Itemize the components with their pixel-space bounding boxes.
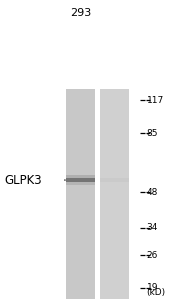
Text: 117: 117 xyxy=(147,96,164,105)
Text: 85: 85 xyxy=(147,129,158,138)
Bar xyxy=(66,89,95,299)
Text: (kD): (kD) xyxy=(147,288,166,297)
Text: GLPK3: GLPK3 xyxy=(4,174,42,187)
Text: 34: 34 xyxy=(147,223,158,232)
Bar xyxy=(100,89,129,299)
Text: 293: 293 xyxy=(70,8,91,18)
Text: 26: 26 xyxy=(147,251,158,260)
Text: 48: 48 xyxy=(147,188,158,197)
Bar xyxy=(66,182,95,185)
Bar xyxy=(66,178,95,182)
Bar xyxy=(100,178,129,182)
Text: 19: 19 xyxy=(147,283,158,292)
Bar xyxy=(66,175,95,178)
